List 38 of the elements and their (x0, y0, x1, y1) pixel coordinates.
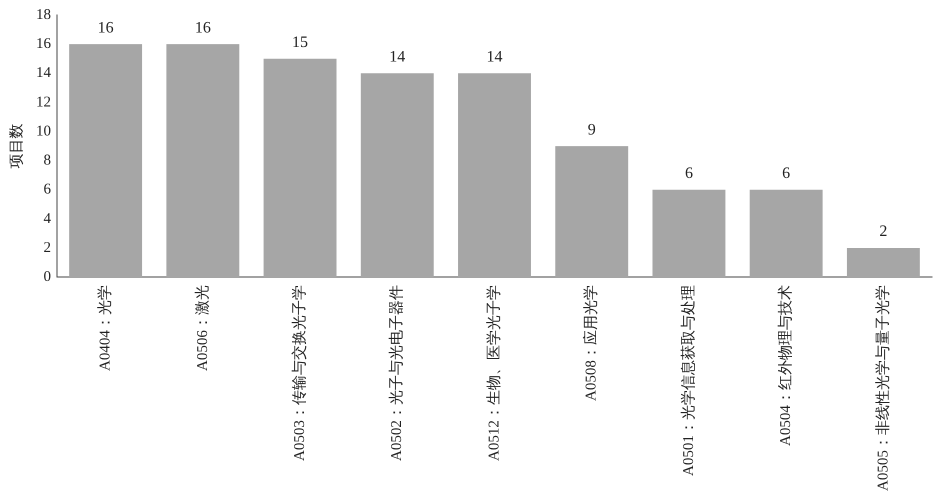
bar (360, 73, 434, 278)
y-tick-label: 14 (36, 65, 52, 82)
y-tick-label: 2 (44, 240, 51, 256)
data-label: 16 (98, 19, 114, 36)
bar (264, 58, 337, 278)
bar (750, 190, 823, 278)
bar (652, 190, 726, 278)
y-tick-label: 18 (36, 6, 51, 23)
data-label: 15 (292, 34, 308, 51)
y-tick-label: 6 (44, 182, 52, 198)
data-label: 6 (782, 164, 790, 182)
bar (555, 146, 628, 278)
data-label: 9 (588, 121, 596, 138)
data-label: 2 (879, 223, 888, 240)
bar (166, 44, 240, 278)
y-tick-label: 0 (44, 269, 51, 286)
x-tick-label: A0503：传输与交换光子学 (290, 285, 308, 462)
y-axis-title: 项目数 (8, 124, 25, 169)
data-label: 16 (194, 19, 211, 36)
x-tick-label: A0404：光学 (96, 285, 114, 372)
y-tick-label: 12 (36, 94, 51, 110)
bar (846, 248, 920, 278)
x-tick-label: A0501：光学信息获取与处理 (680, 285, 697, 476)
x-tick-label: A0512：生物、医学光子学 (485, 285, 502, 462)
x-tick-label: A0508：应用光学 (582, 285, 600, 402)
y-tick-label: 16 (36, 36, 52, 52)
data-label: 14 (486, 48, 502, 66)
data-label: 6 (684, 164, 693, 182)
data-label: 14 (389, 48, 406, 66)
bar (69, 44, 142, 278)
x-tick-label: A0504：红外物理与技术 (777, 285, 794, 446)
y-tick-label: 10 (36, 123, 51, 140)
x-tick-label: A0505：非线性光学与量子光学 (874, 285, 892, 492)
y-tick-label: 8 (44, 152, 51, 169)
bar (458, 73, 531, 278)
y-tick-label: 4 (44, 210, 52, 227)
x-tick-label: A0506：激光 (194, 285, 211, 372)
x-tick-label: A0502：光子与光电子器件 (388, 285, 406, 462)
